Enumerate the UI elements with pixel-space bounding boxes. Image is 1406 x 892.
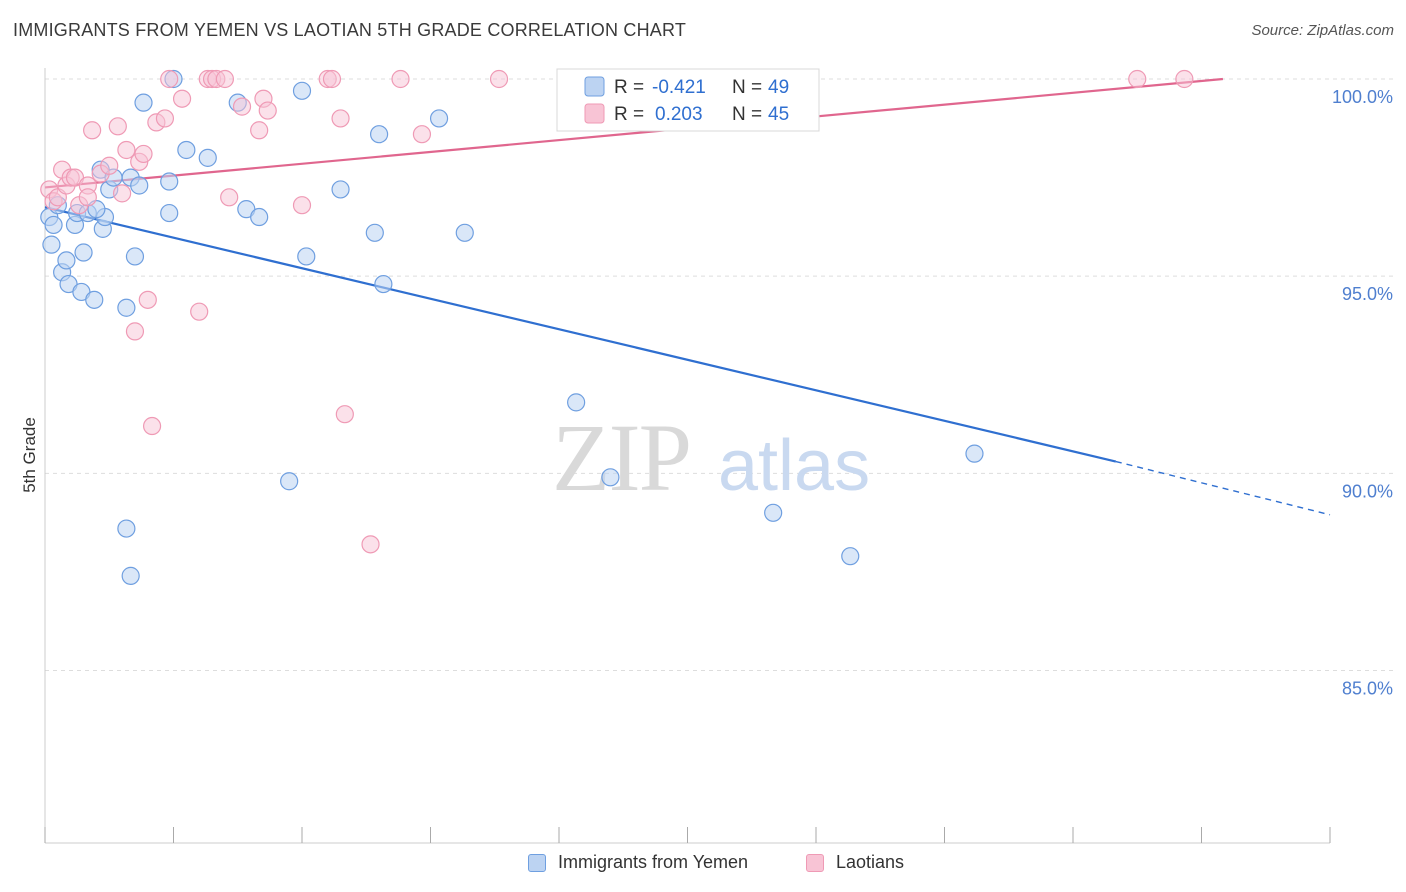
laotian-point-24 <box>172 89 192 108</box>
yemen-point-35 <box>297 247 316 266</box>
laotian-point-22 <box>155 109 175 128</box>
yemen-trend-line <box>44 206 1117 463</box>
yemen-trend-line-extension <box>1115 460 1331 516</box>
yemen-point-41 <box>455 223 474 242</box>
legend-r-label-2: R = <box>614 104 644 125</box>
laotian-point-13 <box>108 117 127 136</box>
yemen-point-1 <box>42 235 61 254</box>
yemen-point-40 <box>429 109 449 128</box>
laotian-point-40 <box>361 535 380 554</box>
legend-swatch-blue <box>584 76 605 97</box>
laotian-point-10 <box>83 121 102 140</box>
laotian-point-9 <box>78 188 97 207</box>
yemen-point-38 <box>370 125 389 144</box>
legend-item-laotians[interactable]: Laotians <box>806 852 904 873</box>
legend-r-label-1: R = <box>614 77 644 98</box>
laotian-point-20 <box>142 416 162 436</box>
laotian-point-12 <box>100 156 119 175</box>
chart-title: IMMIGRANTS FROM YEMEN VS LAOTIAN 5TH GRA… <box>13 20 687 40</box>
yemen-point-24 <box>134 93 153 112</box>
y-tick-label-3: 85.0% <box>1342 679 1393 699</box>
yemen-point-44 <box>601 468 620 487</box>
legend-swatch-laotians <box>806 853 824 872</box>
laotian-point-39 <box>335 405 354 424</box>
laotian-point-45 <box>1175 69 1194 89</box>
yemen-point-36 <box>331 180 350 199</box>
legend-swatch-pink <box>584 103 605 124</box>
yemen-point-47 <box>965 444 984 463</box>
yemen-point-43 <box>567 393 586 412</box>
y-tick-label-2: 90.0% <box>1342 481 1393 501</box>
laotian-point-35 <box>292 196 312 215</box>
legend-label-laotians: Laotians <box>836 852 905 872</box>
scatter-chart: ZIP atlas 5th Grade 100.0% 95.0% 90.0% 85.0… <box>20 68 1395 844</box>
legend-swatch-yemen <box>528 853 546 872</box>
yemen-point-46 <box>841 547 860 566</box>
legend-r-value-1: -0.421 <box>652 77 706 98</box>
yemen-point-39 <box>374 274 393 294</box>
source-label: Source: ZipAtlas.com <box>1251 22 1394 39</box>
laotian-point-19 <box>138 290 157 309</box>
watermark-atlas: atlas <box>718 426 870 506</box>
laotian-trend-line <box>44 77 1224 189</box>
legend-r-value-2: 0.203 <box>655 104 703 125</box>
series-legend: Immigrants from Yemen Laotians <box>0 852 1406 878</box>
yemen-point-19 <box>117 298 136 317</box>
y-tick-labels: 100.0% 95.0% 90.0% 85.0% <box>1332 87 1393 699</box>
yemen-point-37 <box>365 223 384 242</box>
legend-n-label-2: N = <box>732 104 762 125</box>
laotian-point-44 <box>1128 69 1147 89</box>
laotian-point-32 <box>250 121 269 140</box>
yemen-point-18 <box>117 519 136 538</box>
laotian-point-14 <box>112 184 132 203</box>
laotian-point-15 <box>117 140 136 160</box>
legend-n-value-1: 49 <box>768 77 789 98</box>
laotian-point-37 <box>322 69 342 89</box>
laotian-point-41 <box>391 69 410 89</box>
laotian-point-38 <box>331 109 350 128</box>
yemen-point-25 <box>160 172 179 191</box>
yemen-point-29 <box>198 148 217 167</box>
yemen-point-5 <box>57 251 76 270</box>
yemen-point-12 <box>85 290 104 309</box>
laotian-point-25 <box>190 302 209 321</box>
laotian-point-23 <box>160 69 179 89</box>
yemen-point-32 <box>250 207 269 227</box>
laotian-point-43 <box>489 69 509 89</box>
yemen-point-26 <box>160 203 179 223</box>
yemen-point-45 <box>764 503 783 522</box>
legend-item-yemen[interactable]: Immigrants from Yemen <box>528 852 748 873</box>
yemen-point-10 <box>74 243 93 262</box>
laotian-point-16 <box>125 322 145 341</box>
laotian-point-30 <box>220 188 239 207</box>
laotian-point-34 <box>258 101 277 120</box>
laotian-point-18 <box>134 144 153 164</box>
laotian-point-42 <box>412 125 432 144</box>
y-axis-label: 5th Grade <box>20 417 39 493</box>
laotian-point-31 <box>232 97 252 116</box>
yemen-point-22 <box>125 247 145 266</box>
yemen-point-28 <box>177 140 196 160</box>
yemen-point-23 <box>130 176 149 195</box>
yemen-point-34 <box>292 81 312 100</box>
trend-lines <box>44 77 1331 516</box>
legend-n-value-2: 45 <box>768 104 789 125</box>
legend-label-yemen: Immigrants from Yemen <box>558 852 749 872</box>
legend-n-label-1: N = <box>732 77 762 98</box>
watermark: ZIP atlas <box>552 404 870 511</box>
laotian-point-29 <box>215 69 234 89</box>
yemen-point-21 <box>121 566 140 585</box>
watermark-zip: ZIP <box>552 404 690 511</box>
yemen-point-2 <box>44 215 63 235</box>
stats-legend: R = -0.421 N = 49 R = 0.203 N = 45 <box>556 68 820 132</box>
y-tick-label-1: 95.0% <box>1342 284 1393 304</box>
y-tick-label-0: 100.0% <box>1332 87 1393 107</box>
yemen-point-33 <box>280 472 299 491</box>
